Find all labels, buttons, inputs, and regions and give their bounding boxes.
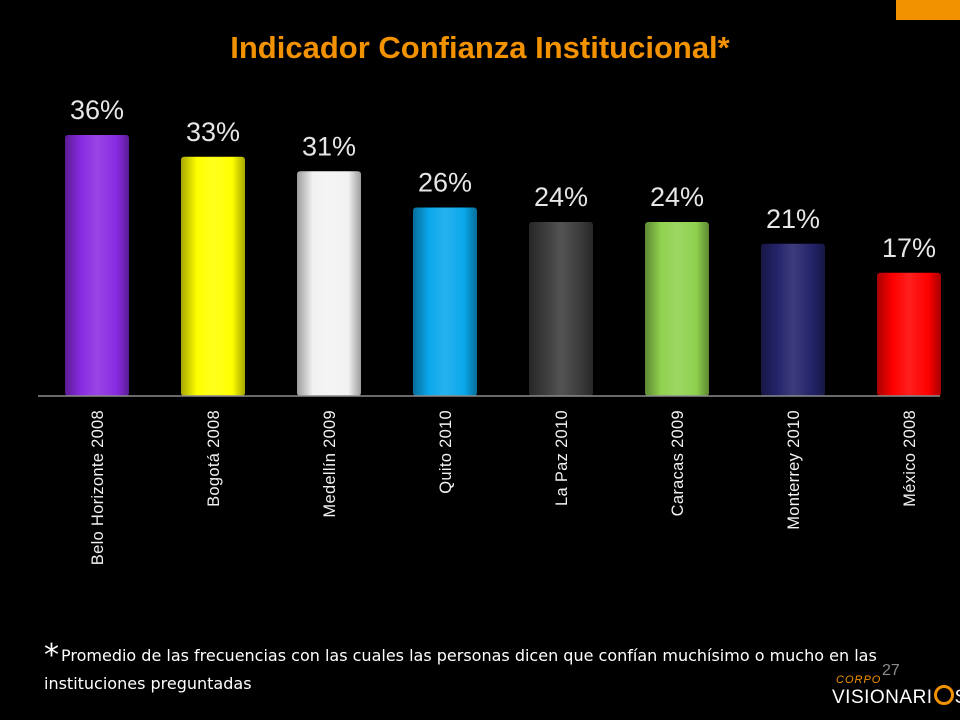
category-label: Monterrey 2010 — [785, 410, 803, 530]
bar — [413, 207, 477, 396]
bar — [181, 156, 245, 396]
category-label: Belo Horizonte 2008 — [89, 410, 107, 565]
logo-line-1: CORPO — [836, 674, 882, 686]
bar-value-label: 24% — [534, 182, 588, 212]
corpovisionarios-logo: CORPO VISIONARI S — [832, 672, 960, 712]
slide-number: 27 — [882, 662, 900, 679]
bar-value-label: 26% — [418, 168, 472, 198]
bar — [65, 135, 129, 396]
bar-value-label: 33% — [186, 117, 240, 147]
footnote-asterisk: * — [44, 638, 59, 673]
logo-text-b: S — [955, 687, 960, 708]
bar-chart: 36% 33% 31% 26% 24% 24% 21% 17% Belo Horizonte … — [38, 95, 941, 565]
logo-ring-icon — [933, 685, 954, 705]
logo-line-2: VISIONARI S — [832, 685, 960, 709]
chart-title: Indicador Confianza Institucional* — [230, 30, 730, 65]
bar-value-label: 21% — [766, 204, 820, 234]
category-label: Medellín 2009 — [321, 410, 339, 518]
logo-text-a: VISIONARI — [832, 687, 933, 708]
footnote-text: Promedio de las frecuencias con las cual… — [44, 646, 877, 693]
category-label: La Paz 2010 — [553, 410, 571, 506]
bar-value-label: 17% — [882, 233, 936, 263]
bar-value-label: 24% — [650, 182, 704, 212]
bar — [645, 222, 709, 396]
bar — [761, 243, 825, 396]
bar-value-label: 36% — [70, 95, 124, 125]
category-label: México 2008 — [901, 410, 919, 507]
footnote: * Promedio de las frecuencias con las cua… — [44, 641, 944, 698]
bar — [529, 222, 593, 396]
category-label: Bogotá 2008 — [205, 410, 223, 507]
bar — [297, 171, 361, 396]
bar-value-label: 31% — [302, 131, 356, 161]
category-label: Quito 2010 — [437, 410, 455, 494]
bar — [877, 272, 941, 396]
category-label: Caracas 2009 — [669, 410, 687, 516]
corner-tab — [896, 0, 960, 20]
